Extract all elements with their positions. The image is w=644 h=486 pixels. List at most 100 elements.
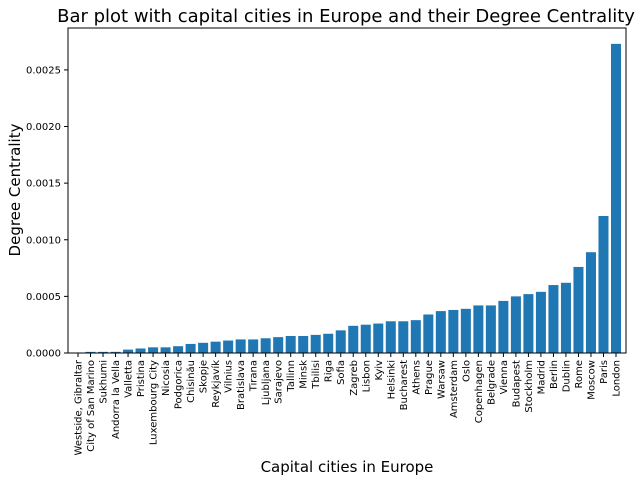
x-tick-label: Amsterdam bbox=[449, 360, 460, 418]
x-tick-label: Athens bbox=[411, 360, 422, 395]
x-tick-label: Warsaw bbox=[436, 360, 447, 399]
y-tick-label: 0.0015 bbox=[26, 179, 61, 190]
y-axis: 0.0000 0.0005 0.0010 0.0015 0.0020 0.0025 bbox=[26, 65, 68, 360]
bar bbox=[285, 336, 296, 353]
x-tick-label: City of San Marino bbox=[86, 360, 97, 452]
bar bbox=[110, 351, 121, 353]
bar bbox=[173, 346, 184, 353]
bar bbox=[523, 294, 534, 353]
x-tick-label: Vienna bbox=[499, 360, 510, 394]
bar bbox=[560, 282, 571, 353]
x-tick-label: Pristina bbox=[136, 360, 147, 397]
x-tick-label: Podgorica bbox=[174, 360, 185, 409]
x-tick-label: Bratislava bbox=[236, 360, 247, 410]
bar bbox=[348, 325, 359, 353]
bar bbox=[273, 337, 284, 353]
bar bbox=[298, 336, 309, 353]
x-tick-label: Ljubljana bbox=[261, 360, 272, 405]
bar bbox=[210, 341, 221, 353]
bar bbox=[573, 266, 584, 353]
x-tick-label: Moscow bbox=[586, 360, 597, 400]
x-tick-label: Madrid bbox=[536, 360, 547, 394]
bar bbox=[548, 285, 559, 353]
x-tick-label: Reykjavík bbox=[210, 360, 222, 408]
bar bbox=[248, 339, 259, 353]
bar bbox=[460, 308, 471, 353]
x-tick-label: Prague bbox=[424, 360, 435, 395]
bar bbox=[185, 343, 196, 353]
x-tick-label: Zagreb bbox=[349, 360, 360, 396]
x-tick-label: Sarajevo bbox=[274, 360, 285, 404]
bar bbox=[585, 252, 596, 353]
bar bbox=[335, 330, 346, 353]
bar bbox=[448, 309, 459, 353]
bar bbox=[473, 305, 484, 353]
bar bbox=[410, 320, 421, 353]
bars bbox=[85, 43, 621, 353]
y-tick-label: 0.0025 bbox=[26, 65, 61, 76]
bar bbox=[373, 323, 384, 353]
bar bbox=[160, 347, 171, 353]
x-tick-label: Budapest bbox=[511, 360, 522, 407]
x-tick-label: Copenhagen bbox=[474, 360, 485, 423]
bar bbox=[360, 324, 371, 353]
x-tick-label: Valletta bbox=[124, 360, 135, 398]
y-tick-label: 0.0000 bbox=[26, 349, 61, 360]
bar bbox=[98, 351, 109, 353]
x-tick-label: Dublin bbox=[561, 360, 572, 392]
x-tick-label: Helsinki bbox=[386, 360, 397, 399]
x-tick-label: Lisbon bbox=[361, 360, 372, 392]
x-tick-label: Riga bbox=[324, 360, 335, 382]
x-tick-label: Westside, Gibraltar bbox=[74, 359, 85, 455]
x-tick-label: Luxembourg City bbox=[149, 360, 160, 445]
chart-title: Bar plot with capital cities in Europe a… bbox=[57, 6, 635, 27]
x-tick-label: Sofia bbox=[336, 360, 347, 385]
x-tick-label: Kyiv bbox=[374, 360, 385, 381]
bar bbox=[398, 321, 409, 353]
x-axis: Westside, Gibraltar City of San Marino Suk… bbox=[74, 353, 622, 455]
x-tick-label: Bucharest bbox=[399, 360, 410, 410]
bar bbox=[260, 338, 271, 353]
bar bbox=[610, 43, 621, 353]
x-tick-label: Rome bbox=[574, 360, 585, 389]
x-tick-label: Stockholm bbox=[524, 360, 535, 413]
bar bbox=[85, 351, 96, 353]
y-tick-label: 0.0020 bbox=[26, 122, 61, 133]
x-tick-label: Minsk bbox=[299, 360, 310, 389]
x-tick-label: Vilnius bbox=[224, 360, 235, 393]
y-tick-label: 0.0005 bbox=[26, 292, 61, 303]
plot-frame bbox=[67, 27, 627, 354]
y-axis-label: Degree Centrality bbox=[6, 123, 24, 256]
bar bbox=[135, 348, 146, 353]
x-axis-label: Capital cities in Europe bbox=[261, 458, 434, 476]
bar bbox=[323, 333, 334, 353]
y-tick-label: 0.0010 bbox=[26, 235, 61, 246]
bar bbox=[423, 314, 434, 353]
bar bbox=[535, 291, 546, 353]
x-tick-label: Tbilisi bbox=[311, 360, 322, 390]
bar bbox=[498, 300, 509, 353]
bar bbox=[235, 339, 246, 353]
x-tick-label: Tallinn bbox=[286, 360, 297, 393]
x-tick-label: Tirana bbox=[249, 360, 260, 392]
x-tick-label: Andorra la Vella bbox=[111, 360, 122, 439]
bar bbox=[223, 340, 234, 353]
x-tick-label: Paris bbox=[599, 360, 610, 384]
x-tick-label: Belgrade bbox=[486, 360, 497, 405]
bar bbox=[198, 342, 209, 353]
x-tick-label: London bbox=[611, 360, 622, 397]
x-tick-label: Chisinău bbox=[186, 360, 197, 403]
bar bbox=[435, 311, 446, 353]
bar bbox=[510, 296, 521, 353]
bar bbox=[123, 349, 134, 353]
bar bbox=[148, 347, 159, 353]
bar bbox=[598, 215, 609, 353]
x-tick-label: Berlin bbox=[549, 360, 560, 389]
bar bbox=[310, 334, 321, 353]
bar bbox=[485, 305, 496, 353]
x-tick-label: Nicosia bbox=[161, 360, 172, 396]
x-tick-label: Skopje bbox=[199, 360, 210, 393]
x-tick-label: Oslo bbox=[461, 360, 472, 382]
